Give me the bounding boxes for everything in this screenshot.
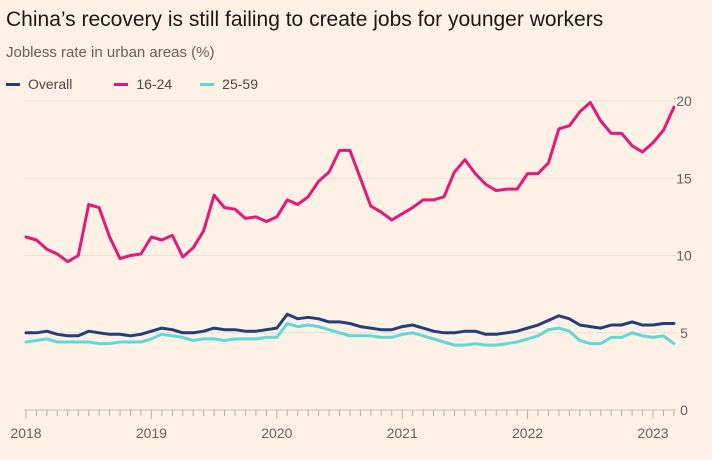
chart-subtitle: Jobless rate in urban areas (%)	[6, 44, 215, 61]
y-tick-label: 5	[680, 325, 688, 341]
x-tick-label: 2023	[637, 425, 668, 441]
x-tick-label: 2021	[387, 425, 418, 441]
x-tick-label: 2019	[136, 425, 167, 441]
series-line-25-59	[24, 322, 676, 347]
legend-item-16-24: 16-24	[114, 76, 172, 92]
legend-item-overall: Overall	[6, 76, 72, 92]
legend-item-25-59: 25-59	[200, 76, 258, 92]
legend-label: 16-24	[136, 76, 173, 92]
legend-swatch	[200, 82, 215, 86]
x-tick-label: 2018	[10, 425, 41, 441]
chart-title: China’s recovery is still failing to cre…	[6, 8, 604, 31]
series-line-16-24	[24, 101, 676, 264]
x-tick-label: 2022	[512, 425, 543, 441]
y-tick-label: 0	[680, 402, 688, 418]
legend-swatch	[114, 82, 129, 86]
legend-label: 25-59	[222, 76, 258, 92]
series-line-overall	[24, 312, 676, 338]
legend: Overall 16-24 25-59	[6, 76, 258, 92]
y-tick-label: 15	[676, 170, 692, 186]
x-tick-label: 2020	[261, 425, 292, 441]
y-tick-label: 10	[676, 248, 692, 264]
legend-label: Overall	[28, 76, 73, 92]
y-tick-label: 20	[676, 93, 692, 109]
legend-swatch	[6, 82, 20, 86]
